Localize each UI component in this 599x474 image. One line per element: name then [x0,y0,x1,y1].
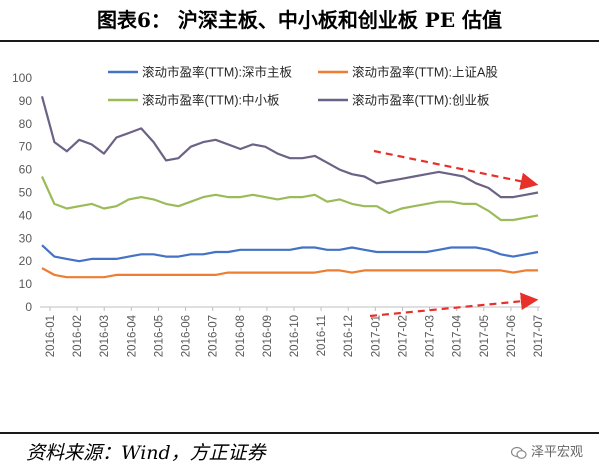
legend: 滚动市盈率(TTM):深市主板 滚动市盈率(TTM):上证A股滚动市盈率(TTM)… [108,65,498,108]
y-tick-label: 90 [19,94,33,108]
y-tick-label: 10 [19,277,33,291]
x-tick-label: 2017-06 [506,315,518,357]
y-tick-label: 0 [25,300,32,314]
y-tick-label: 80 [19,117,33,131]
y-tick-label: 60 [19,163,33,177]
x-tick-label: 2016-12 [343,315,355,357]
y-tick-label: 70 [19,140,33,154]
series-line [40,176,539,222]
x-tick-label: 2016-08 [235,315,247,357]
x-tick-label: 2016-06 [181,315,193,357]
x-tick-label: 2016-10 [289,315,301,357]
x-tick-label: 2017-04 [452,314,464,357]
series-line [41,244,539,263]
series-lines [40,96,539,279]
y-tick-label: 30 [19,231,33,245]
x-tick-label: 2017-02 [397,315,409,357]
x-tick-label: 2016-04 [126,314,138,357]
trend-arrows [369,149,539,318]
x-axis-ticks: 2016-01 2016-02 2016-03 2016-04 2016-05 2016-… [45,307,545,357]
legend-label: 滚动市盈率(TTM):上证A股 [352,65,498,80]
downtrend-arrow [373,149,539,190]
legend-label: 滚动市盈率(TTM):中小板 [142,93,280,108]
y-tick-label: 40 [19,208,33,222]
x-tick-label: 2016-11 [316,315,328,356]
watermark: 泽平宏观 [510,440,583,466]
watermark-text: 泽平宏观 [530,445,583,460]
y-tick-label: 50 [19,186,33,200]
x-tick-label: 2017-03 [425,315,437,357]
x-tick-label: 2016-09 [262,315,274,357]
page-title: 图表6： 沪深主板、中小板和创业板 PE 估值 [96,8,503,32]
series-line [40,96,539,199]
wechat-icon [510,446,527,459]
x-tick-label: 2016-03 [99,315,111,357]
x-tick-label: 2016-02 [72,315,84,357]
uptrend-arrow [369,292,539,318]
series-line [41,267,538,279]
x-tick-label: 2016-05 [153,315,165,357]
title-divider [0,40,599,42]
x-tick-label: 2017-07 [533,315,545,357]
x-tick-label: 2016-01 [45,315,57,357]
x-tick-label: 2017-01 [370,315,382,357]
y-tick-label: 20 [19,254,33,268]
y-tick-label: 100 [12,71,32,85]
x-tick-label: 2017-05 [479,315,491,357]
y-axis-ticks: 0 10 20 30 40 50 60 70 80 90 100 [12,71,32,314]
legend-label: 滚动市盈率(TTM):深市主板 [142,65,292,80]
legend-label: 滚动市盈率(TTM):创业板 [352,93,490,108]
x-tick-label: 2016-07 [208,315,220,357]
source-note: 资料来源：Wind，方正证券 [26,442,266,464]
source-divider [0,432,599,434]
